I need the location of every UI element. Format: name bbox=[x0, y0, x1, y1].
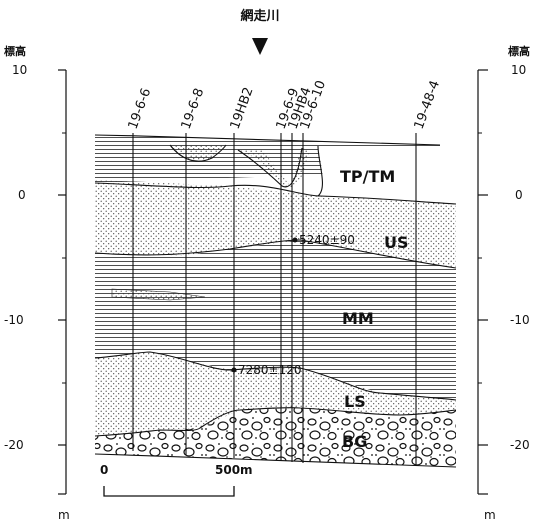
layer-label-us: US bbox=[384, 233, 409, 252]
right-axis-title: 標高 bbox=[508, 44, 530, 58]
right-tick: -20 bbox=[510, 438, 530, 452]
scale-bar: 0 500m bbox=[100, 463, 253, 497]
layer-ls bbox=[95, 352, 456, 436]
left-tick: -20 bbox=[4, 438, 24, 452]
borehole-label: 19HB2 bbox=[228, 85, 257, 131]
layers bbox=[95, 135, 456, 467]
layer-mm bbox=[95, 240, 456, 400]
left-axis: 標高 10 0 -10 -20 m bbox=[4, 44, 70, 522]
date-marker bbox=[231, 367, 237, 373]
date-label-upper: 5240±90 bbox=[299, 233, 355, 247]
layer-tp-tm-white bbox=[318, 146, 456, 204]
channel-fill-2 bbox=[170, 145, 226, 163]
borehole-label: 19-6-6 bbox=[126, 86, 155, 131]
left-axis-unit: m bbox=[58, 508, 70, 522]
scale-zero: 0 bbox=[100, 463, 108, 477]
borehole-label: 19-6-8 bbox=[179, 86, 208, 131]
left-tick: 0 bbox=[18, 188, 26, 202]
layer-label-mm: MM bbox=[342, 309, 374, 328]
left-axis-title: 標高 bbox=[4, 44, 26, 58]
borehole-lines bbox=[132, 133, 417, 466]
layer-mm-lens bbox=[111, 288, 206, 301]
date-marker bbox=[292, 237, 298, 243]
right-tick: 10 bbox=[511, 63, 526, 77]
right-axis-unit: m bbox=[484, 508, 496, 522]
right-tick: 0 bbox=[515, 188, 523, 202]
right-axis: 標高 10 0 -10 -20 m bbox=[477, 44, 530, 522]
layer-bg bbox=[95, 408, 456, 467]
scale-end: 500m bbox=[215, 463, 253, 477]
river-label: 網走川 bbox=[240, 8, 279, 24]
river-arrow-icon bbox=[252, 38, 268, 55]
dates: 5240±90 7280±120 bbox=[231, 233, 355, 377]
borehole-label: 19-48-4 bbox=[412, 79, 443, 132]
channel-fill bbox=[238, 148, 310, 188]
borehole-labels: 19-6-6 19-6-8 19HB2 19-6-9 19HB4 19-6-10… bbox=[126, 79, 443, 132]
layer-label-ls: LS bbox=[344, 392, 366, 411]
date-label-lower: 7280±120 bbox=[238, 363, 302, 377]
right-tick: -10 bbox=[510, 313, 530, 327]
layer-label-bg: BG bbox=[342, 432, 367, 451]
left-tick: 10 bbox=[12, 63, 27, 77]
layer-label-tp-tm: TP/TM bbox=[340, 167, 395, 186]
layer-us bbox=[95, 180, 456, 268]
layer-labels: TP/TM US MM LS BG bbox=[340, 167, 409, 451]
left-tick: -10 bbox=[4, 313, 24, 327]
